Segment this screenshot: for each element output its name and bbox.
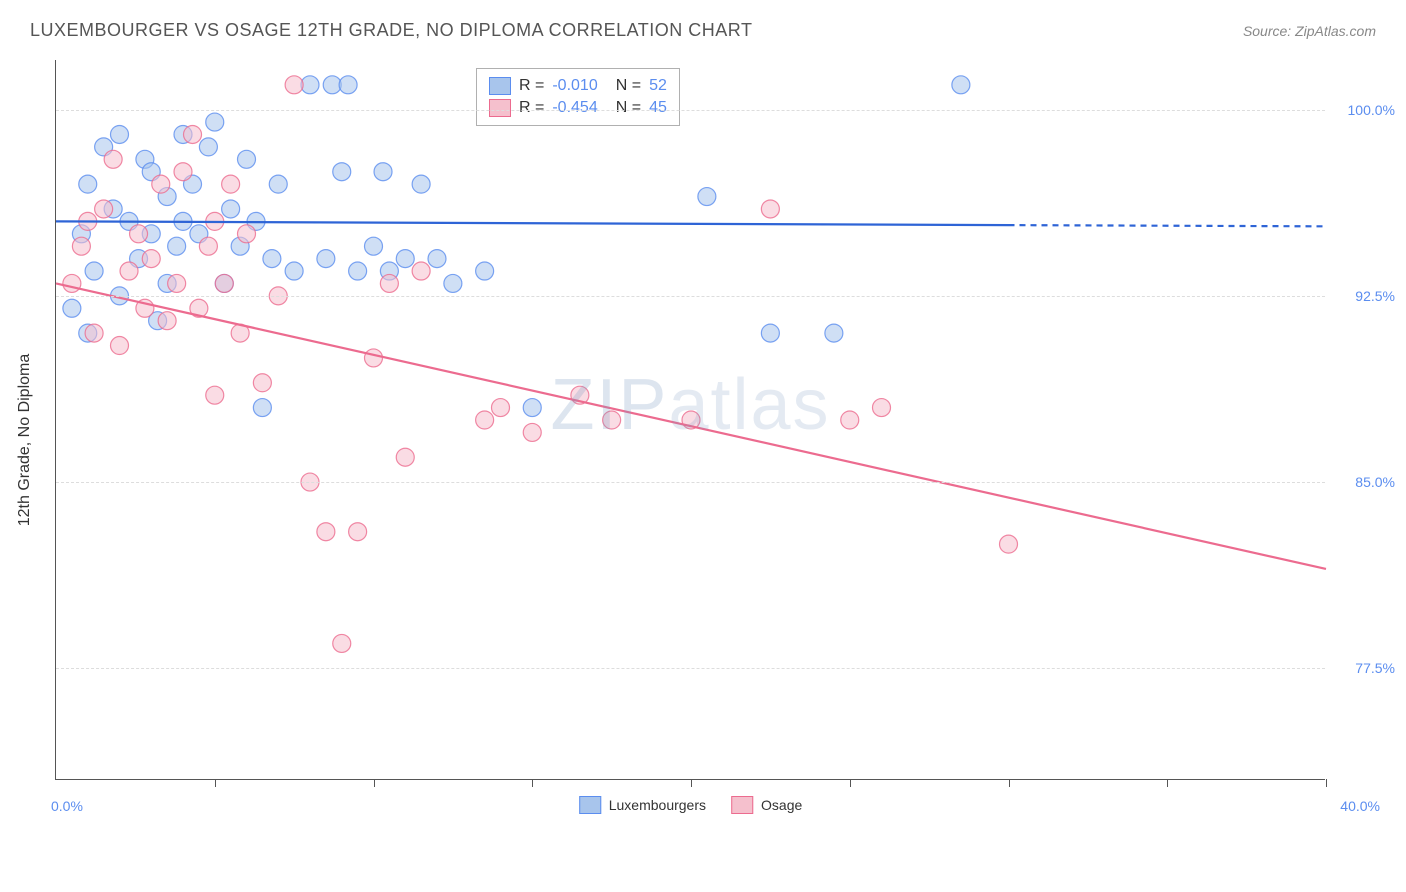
x-tick <box>374 779 375 787</box>
y-tick-label: 85.0% <box>1355 474 1395 490</box>
legend-swatch-1 <box>731 796 753 814</box>
x-tick <box>215 779 216 787</box>
plot-container: 12th Grade, No Diploma ZIPatlas R = -0.0… <box>55 60 1375 820</box>
stats-n-label: N = <box>616 77 641 95</box>
x-tick <box>1167 779 1168 787</box>
bottom-legend: Luxembourgers Osage <box>579 796 803 814</box>
stats-n-value-0: 52 <box>649 77 667 95</box>
x-tick <box>1326 779 1327 787</box>
x-tick <box>850 779 851 787</box>
gridline-h <box>56 482 1325 483</box>
plot-area: ZIPatlas R = -0.010 N = 52 R = -0.454 N … <box>55 60 1325 780</box>
y-tick-label: 77.5% <box>1355 660 1395 676</box>
legend-item-0: Luxembourgers <box>579 796 706 814</box>
gridline-h <box>56 296 1325 297</box>
legend-swatch-0 <box>579 796 601 814</box>
chart-title: LUXEMBOURGER VS OSAGE 12TH GRADE, NO DIP… <box>30 20 752 41</box>
stats-legend-box: R = -0.010 N = 52 R = -0.454 N = 45 <box>476 68 680 126</box>
x-tick <box>1009 779 1010 787</box>
stats-r-value-1: -0.454 <box>552 99 597 117</box>
stats-r-value-0: -0.010 <box>552 77 597 95</box>
legend-label-1: Osage <box>761 797 802 813</box>
x-axis-max-label: 40.0% <box>1340 798 1380 814</box>
gridline-h <box>56 110 1325 111</box>
gridline-h <box>56 668 1325 669</box>
stats-r-label: R = <box>519 99 544 117</box>
legend-label-0: Luxembourgers <box>609 797 706 813</box>
stats-swatch-0 <box>489 77 511 95</box>
y-tick-label: 100.0% <box>1348 102 1395 118</box>
stats-r-label: R = <box>519 77 544 95</box>
y-tick-label: 92.5% <box>1355 288 1395 304</box>
stats-row-series-1: R = -0.454 N = 45 <box>489 97 667 119</box>
stats-swatch-1 <box>489 99 511 117</box>
stats-n-label: N = <box>616 99 641 117</box>
chart-svg <box>56 60 1326 780</box>
stats-n-value-1: 45 <box>649 99 667 117</box>
x-axis-min-label: 0.0% <box>51 798 83 814</box>
stats-row-series-0: R = -0.010 N = 52 <box>489 75 667 97</box>
source-attribution: Source: ZipAtlas.com <box>1243 23 1376 39</box>
y-axis-label: 12th Grade, No Diploma <box>16 354 34 527</box>
x-tick <box>532 779 533 787</box>
x-tick <box>691 779 692 787</box>
legend-item-1: Osage <box>731 796 802 814</box>
